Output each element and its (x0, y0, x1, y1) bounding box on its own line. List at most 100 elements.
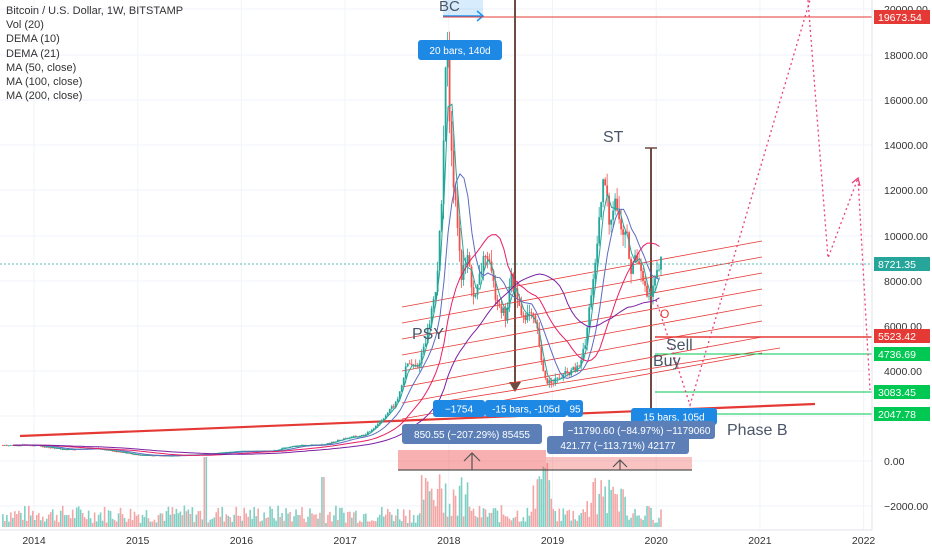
candle-body (354, 435, 357, 437)
candle-body (400, 385, 403, 392)
volume-bar (632, 513, 634, 527)
indicator-dema21[interactable]: DEMA (21) (6, 47, 60, 60)
candle-body (590, 295, 593, 308)
volume-bar (558, 508, 561, 527)
volume-bar (586, 501, 588, 527)
volume-bar (484, 509, 487, 527)
time-axis[interactable]: 2014 2015 2016 2017 2018 2019 2020 2021 2022 (0, 529, 932, 550)
candle-body (572, 367, 575, 370)
volume-bar (658, 517, 660, 527)
candle-body (350, 436, 353, 438)
measure5-tag-bg (547, 436, 689, 454)
candle-body (444, 67, 447, 141)
volume-bar (355, 510, 357, 527)
volume-bar (283, 520, 285, 527)
candle-body (436, 270, 439, 292)
indicator-vol[interactable]: Vol (20) (6, 19, 44, 32)
volume-bar (608, 479, 610, 527)
volume-bar (63, 515, 66, 527)
volume-bar (165, 511, 168, 527)
volume-bar (51, 509, 54, 527)
candle-body (398, 391, 401, 399)
symbol-title[interactable]: Bitcoin / U.S. Dollar, 1W, BITSTAMP (6, 5, 184, 17)
volume-bar (396, 508, 399, 527)
candle-body (548, 380, 551, 384)
indicator-ma50[interactable]: MA (50, close) (6, 61, 77, 74)
volume-bar (382, 516, 385, 527)
volume-bar (650, 508, 652, 527)
price-axis[interactable]: 20000.0018000.0016000.0014000.0012000.00… (871, 0, 932, 530)
volume-bar (592, 482, 594, 527)
candle-body (101, 449, 104, 451)
candle-body (295, 446, 297, 447)
volume-bar (231, 521, 234, 527)
price-tick-label: 14000.00 (884, 140, 928, 152)
volume-bar (271, 508, 273, 527)
bars-top-tag: 20 bars, 140d (418, 40, 502, 60)
volume-bar (6, 515, 8, 527)
volume-bar (235, 506, 238, 527)
candle-body (41, 446, 44, 447)
volume-bar (508, 518, 511, 527)
volume-bar (512, 518, 515, 527)
candle-body (406, 363, 409, 367)
volume-bar (476, 517, 479, 527)
indicator-dema10[interactable]: DEMA (10) (6, 33, 60, 46)
candle-body (368, 431, 371, 433)
candle-body (133, 454, 136, 456)
volume-bar (89, 518, 92, 527)
volume-bar (205, 457, 208, 527)
price-label-text: 5523.42 (878, 331, 916, 343)
psy-label: PSY (412, 326, 444, 343)
price-label-text: 2047.78 (878, 409, 916, 421)
volume-bar (193, 522, 196, 527)
candle-body (608, 195, 611, 225)
volume-bar (259, 521, 261, 527)
volume-bar (520, 521, 523, 527)
volume-bar (638, 515, 640, 527)
projection-path-2 (807, 0, 871, 391)
volume-bar (201, 519, 204, 527)
candle-body (574, 367, 577, 372)
candle-body (424, 343, 427, 347)
volume-bar (209, 519, 212, 527)
candle-body (646, 285, 648, 297)
volume-bar (279, 516, 281, 527)
volume-bar (428, 491, 431, 527)
volume-bar (299, 515, 301, 527)
candle-body (530, 312, 533, 314)
volume-bar (151, 521, 154, 527)
volume-bar (410, 522, 413, 527)
measure1a-tag-text: −1754 (445, 405, 474, 416)
volume-bar (171, 507, 174, 527)
volume-bar (257, 508, 259, 527)
measure1b-tag-bg (485, 400, 567, 417)
candle-body (470, 266, 473, 288)
volume-bar (430, 488, 433, 527)
candle-body (596, 243, 599, 263)
candle-body (297, 446, 299, 448)
volume-bar (456, 515, 459, 527)
candle-body (131, 453, 134, 455)
candle-body (394, 401, 397, 408)
candle-body (606, 185, 609, 196)
buy-label: Buy (653, 353, 681, 370)
volume-bar (105, 522, 108, 527)
volume-bar (502, 514, 505, 527)
indicator-ma200[interactable]: MA (200, close) (6, 90, 83, 103)
volume-bar (466, 482, 469, 527)
volume-bar (402, 509, 405, 527)
indicator-ma100[interactable]: MA (100, close) (6, 76, 83, 89)
volume-bar (488, 512, 491, 527)
volume-bar (159, 513, 162, 527)
candle-body (412, 364, 415, 366)
volume-bar (646, 506, 648, 527)
candle-body (522, 315, 525, 316)
volume-bar (317, 518, 319, 527)
candle-body (13, 445, 16, 447)
volume-bar (281, 512, 283, 527)
volume-bar (568, 509, 571, 527)
volume-bar (265, 518, 267, 527)
measure4-tag-text: −11790.60 (−84.97%) −1179060 (568, 426, 711, 437)
